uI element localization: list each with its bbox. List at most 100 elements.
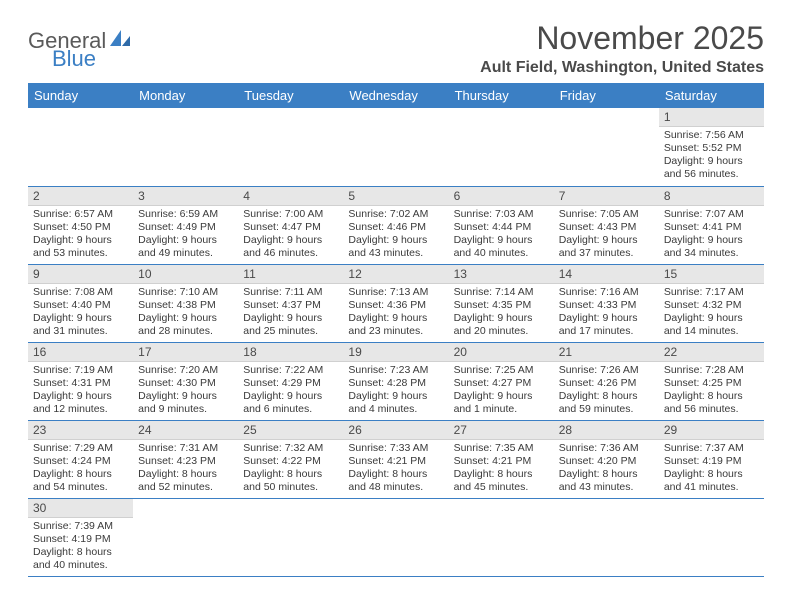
calendar-row: 9Sunrise: 7:08 AMSunset: 4:40 PMDaylight…	[28, 264, 764, 342]
calendar-cell	[238, 108, 343, 186]
day-number: 6	[449, 187, 554, 206]
calendar-row: 1Sunrise: 7:56 AMSunset: 5:52 PMDaylight…	[28, 108, 764, 186]
page-title: November 2025	[536, 20, 764, 57]
day-number: 21	[554, 343, 659, 362]
day-number: 11	[238, 265, 343, 284]
day-number: 9	[28, 265, 133, 284]
day-details: Sunrise: 7:33 AMSunset: 4:21 PMDaylight:…	[343, 440, 448, 498]
day-details: Sunrise: 7:20 AMSunset: 4:30 PMDaylight:…	[133, 362, 238, 420]
calendar-cell: 8Sunrise: 7:07 AMSunset: 4:41 PMDaylight…	[659, 186, 764, 264]
calendar-cell: 6Sunrise: 7:03 AMSunset: 4:44 PMDaylight…	[449, 186, 554, 264]
calendar-cell	[133, 108, 238, 186]
day-number: 4	[238, 187, 343, 206]
calendar-row: 30Sunrise: 7:39 AMSunset: 4:19 PMDayligh…	[28, 498, 764, 576]
calendar-cell: 25Sunrise: 7:32 AMSunset: 4:22 PMDayligh…	[238, 420, 343, 498]
day-number: 15	[659, 265, 764, 284]
day-details: Sunrise: 7:00 AMSunset: 4:47 PMDaylight:…	[238, 206, 343, 264]
day-number: 20	[449, 343, 554, 362]
calendar-cell: 7Sunrise: 7:05 AMSunset: 4:43 PMDaylight…	[554, 186, 659, 264]
weekday-header: Saturday	[659, 83, 764, 108]
calendar-cell: 21Sunrise: 7:26 AMSunset: 4:26 PMDayligh…	[554, 342, 659, 420]
calendar-row: 16Sunrise: 7:19 AMSunset: 4:31 PMDayligh…	[28, 342, 764, 420]
day-details: Sunrise: 7:26 AMSunset: 4:26 PMDaylight:…	[554, 362, 659, 420]
calendar-cell: 17Sunrise: 7:20 AMSunset: 4:30 PMDayligh…	[133, 342, 238, 420]
weekday-header-row: SundayMondayTuesdayWednesdayThursdayFrid…	[28, 83, 764, 108]
calendar-cell: 28Sunrise: 7:36 AMSunset: 4:20 PMDayligh…	[554, 420, 659, 498]
day-details: Sunrise: 7:02 AMSunset: 4:46 PMDaylight:…	[343, 206, 448, 264]
calendar-cell	[659, 498, 764, 576]
calendar-cell: 24Sunrise: 7:31 AMSunset: 4:23 PMDayligh…	[133, 420, 238, 498]
day-details: Sunrise: 7:39 AMSunset: 4:19 PMDaylight:…	[28, 518, 133, 576]
calendar-body: 1Sunrise: 7:56 AMSunset: 5:52 PMDaylight…	[28, 108, 764, 576]
calendar-cell: 27Sunrise: 7:35 AMSunset: 4:21 PMDayligh…	[449, 420, 554, 498]
calendar-cell: 15Sunrise: 7:17 AMSunset: 4:32 PMDayligh…	[659, 264, 764, 342]
calendar-cell	[238, 498, 343, 576]
calendar-cell	[133, 498, 238, 576]
day-number: 26	[343, 421, 448, 440]
day-number: 17	[133, 343, 238, 362]
calendar-cell: 2Sunrise: 6:57 AMSunset: 4:50 PMDaylight…	[28, 186, 133, 264]
calendar-cell: 30Sunrise: 7:39 AMSunset: 4:19 PMDayligh…	[28, 498, 133, 576]
day-number: 3	[133, 187, 238, 206]
day-details: Sunrise: 7:10 AMSunset: 4:38 PMDaylight:…	[133, 284, 238, 342]
day-number: 10	[133, 265, 238, 284]
calendar-cell: 29Sunrise: 7:37 AMSunset: 4:19 PMDayligh…	[659, 420, 764, 498]
day-details: Sunrise: 7:08 AMSunset: 4:40 PMDaylight:…	[28, 284, 133, 342]
location-text: Ault Field, Washington, United States	[28, 59, 764, 77]
title-block: November 2025	[536, 20, 764, 57]
calendar-cell: 26Sunrise: 7:33 AMSunset: 4:21 PMDayligh…	[343, 420, 448, 498]
calendar-cell: 23Sunrise: 7:29 AMSunset: 4:24 PMDayligh…	[28, 420, 133, 498]
calendar-cell: 14Sunrise: 7:16 AMSunset: 4:33 PMDayligh…	[554, 264, 659, 342]
day-number: 2	[28, 187, 133, 206]
weekday-header: Friday	[554, 83, 659, 108]
weekday-header: Sunday	[28, 83, 133, 108]
day-details: Sunrise: 7:14 AMSunset: 4:35 PMDaylight:…	[449, 284, 554, 342]
calendar-cell	[449, 498, 554, 576]
calendar-cell	[554, 108, 659, 186]
day-number: 5	[343, 187, 448, 206]
day-number: 24	[133, 421, 238, 440]
page: General November 2025 Blue Ault Field, W…	[0, 0, 792, 577]
day-number: 25	[238, 421, 343, 440]
day-details: Sunrise: 7:03 AMSunset: 4:44 PMDaylight:…	[449, 206, 554, 264]
day-details: Sunrise: 7:35 AMSunset: 4:21 PMDaylight:…	[449, 440, 554, 498]
day-number: 27	[449, 421, 554, 440]
calendar-cell: 10Sunrise: 7:10 AMSunset: 4:38 PMDayligh…	[133, 264, 238, 342]
day-details: Sunrise: 7:17 AMSunset: 4:32 PMDaylight:…	[659, 284, 764, 342]
calendar-cell: 12Sunrise: 7:13 AMSunset: 4:36 PMDayligh…	[343, 264, 448, 342]
calendar-row: 2Sunrise: 6:57 AMSunset: 4:50 PMDaylight…	[28, 186, 764, 264]
weekday-header: Thursday	[449, 83, 554, 108]
calendar-cell	[554, 498, 659, 576]
weekday-header: Monday	[133, 83, 238, 108]
weekday-header: Tuesday	[238, 83, 343, 108]
calendar-row: 23Sunrise: 7:29 AMSunset: 4:24 PMDayligh…	[28, 420, 764, 498]
calendar-cell: 4Sunrise: 7:00 AMSunset: 4:47 PMDaylight…	[238, 186, 343, 264]
calendar-cell	[449, 108, 554, 186]
calendar-cell: 5Sunrise: 7:02 AMSunset: 4:46 PMDaylight…	[343, 186, 448, 264]
calendar-table: SundayMondayTuesdayWednesdayThursdayFrid…	[28, 83, 764, 577]
calendar-cell: 18Sunrise: 7:22 AMSunset: 4:29 PMDayligh…	[238, 342, 343, 420]
day-details: Sunrise: 7:56 AMSunset: 5:52 PMDaylight:…	[659, 127, 764, 185]
day-details: Sunrise: 7:28 AMSunset: 4:25 PMDaylight:…	[659, 362, 764, 420]
day-details: Sunrise: 7:13 AMSunset: 4:36 PMDaylight:…	[343, 284, 448, 342]
day-number: 16	[28, 343, 133, 362]
day-number: 13	[449, 265, 554, 284]
day-number: 29	[659, 421, 764, 440]
day-details: Sunrise: 7:37 AMSunset: 4:19 PMDaylight:…	[659, 440, 764, 498]
day-details: Sunrise: 7:05 AMSunset: 4:43 PMDaylight:…	[554, 206, 659, 264]
day-number: 19	[343, 343, 448, 362]
day-details: Sunrise: 6:57 AMSunset: 4:50 PMDaylight:…	[28, 206, 133, 264]
day-details: Sunrise: 7:36 AMSunset: 4:20 PMDaylight:…	[554, 440, 659, 498]
day-details: Sunrise: 7:19 AMSunset: 4:31 PMDaylight:…	[28, 362, 133, 420]
day-details: Sunrise: 7:11 AMSunset: 4:37 PMDaylight:…	[238, 284, 343, 342]
day-number: 14	[554, 265, 659, 284]
logo-text-2: Blue	[52, 46, 96, 72]
day-details: Sunrise: 7:31 AMSunset: 4:23 PMDaylight:…	[133, 440, 238, 498]
calendar-cell	[343, 108, 448, 186]
header: General November 2025	[28, 20, 764, 57]
calendar-cell: 20Sunrise: 7:25 AMSunset: 4:27 PMDayligh…	[449, 342, 554, 420]
day-details: Sunrise: 7:22 AMSunset: 4:29 PMDaylight:…	[238, 362, 343, 420]
day-number: 23	[28, 421, 133, 440]
calendar-cell: 11Sunrise: 7:11 AMSunset: 4:37 PMDayligh…	[238, 264, 343, 342]
day-details: Sunrise: 7:25 AMSunset: 4:27 PMDaylight:…	[449, 362, 554, 420]
